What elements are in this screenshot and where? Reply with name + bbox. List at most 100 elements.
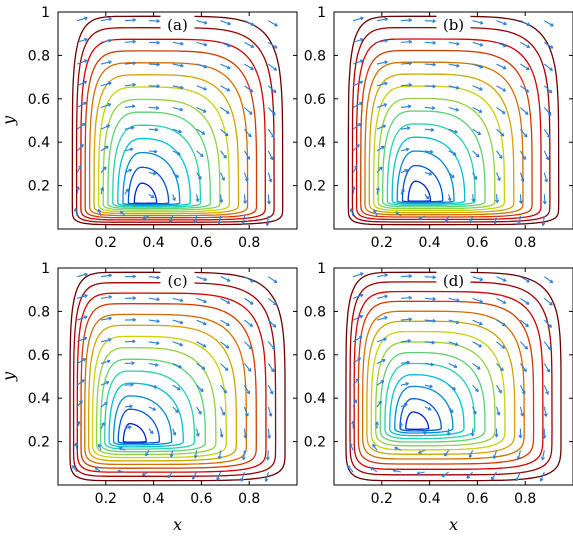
velocity-arrow <box>400 275 412 278</box>
velocity-arrow <box>472 20 484 24</box>
velocity-arrow <box>515 471 521 482</box>
velocity-arrowhead <box>492 455 497 459</box>
velocity-arrowhead <box>100 187 105 191</box>
velocity-arrow <box>544 276 554 284</box>
velocity-arrow <box>496 20 507 25</box>
velocity-arrow <box>76 165 82 173</box>
velocity-arrowhead <box>241 221 246 226</box>
velocity-arrow <box>520 41 530 48</box>
velocity-arrowhead <box>418 450 422 454</box>
velocity-arrowhead <box>131 104 136 109</box>
velocity-arrowhead <box>517 221 522 226</box>
velocity-arrowhead <box>108 295 112 299</box>
velocity-arrowhead <box>108 81 112 86</box>
velocity-arrowhead <box>203 86 207 91</box>
velocity-arrowhead <box>156 275 160 280</box>
velocity-arrow <box>220 128 229 137</box>
velocity-arrow <box>219 428 223 438</box>
velocity-arrow <box>424 341 435 344</box>
velocity-arrowhead <box>432 40 436 45</box>
velocity-arrowhead <box>118 446 123 451</box>
velocity-arrow <box>424 106 435 109</box>
velocity-arrow <box>400 19 412 22</box>
velocity-arrow <box>220 172 225 181</box>
velocity-arrow <box>148 406 156 411</box>
velocity-arrowhead <box>523 133 528 138</box>
velocity-arrowhead <box>108 38 112 43</box>
x-tick-label: 0.4 <box>418 235 440 251</box>
velocity-arrow <box>76 400 83 408</box>
y-axis-label: y <box>0 115 18 126</box>
velocity-arrowhead <box>416 471 421 476</box>
velocity-arrow <box>519 194 522 204</box>
velocity-arrow <box>376 39 388 43</box>
velocity-arrowhead <box>175 409 179 413</box>
velocity-arrow <box>218 450 222 460</box>
velocity-arrowhead <box>478 109 483 113</box>
velocity-arrow <box>496 172 501 181</box>
velocity-arrow <box>376 274 388 278</box>
velocity-arrowhead <box>198 410 202 415</box>
velocity-arrow <box>472 297 483 303</box>
velocity-arrowhead <box>249 301 254 305</box>
streamline-contour <box>93 74 240 215</box>
velocity-arrowhead <box>372 444 376 448</box>
velocity-arrowhead <box>201 131 206 135</box>
streamline-contour <box>127 166 170 205</box>
streamline-contour <box>108 382 184 448</box>
y-tick-label: 0.2 <box>28 435 50 451</box>
velocity-arrowhead <box>549 67 553 71</box>
velocity-arrowhead <box>432 275 436 280</box>
velocity-arrowhead <box>84 38 88 42</box>
streamline-contour <box>102 98 221 211</box>
velocity-arrow <box>72 465 78 473</box>
velocity-arrowhead <box>359 59 364 64</box>
velocity-arrow <box>472 172 478 180</box>
velocity-arrow <box>376 124 386 130</box>
velocity-arrow <box>543 107 552 116</box>
velocity-arrowhead <box>226 65 231 70</box>
velocity-arrow <box>352 59 364 65</box>
velocity-arrow <box>448 406 454 414</box>
velocity-arrowhead <box>80 144 84 148</box>
velocity-arrowhead <box>516 456 521 460</box>
velocity-arrow <box>376 338 387 343</box>
velocity-arrow <box>376 359 386 364</box>
velocity-arrowhead <box>525 323 529 328</box>
velocity-arrowhead <box>452 151 457 156</box>
velocity-arrow <box>172 341 183 346</box>
velocity-arrow <box>424 362 434 366</box>
streamline-contour <box>386 123 476 207</box>
velocity-arrow <box>400 318 412 321</box>
velocity-arrow <box>472 150 480 158</box>
velocity-arrowhead <box>132 82 136 87</box>
velocity-arrowhead <box>501 345 506 349</box>
streamline-contour <box>370 330 506 451</box>
velocity-arrowhead <box>452 386 456 391</box>
velocity-arrowhead <box>479 42 484 47</box>
velocity-arrowhead <box>107 103 112 107</box>
velocity-arrowhead <box>503 21 507 26</box>
velocity-arrowhead <box>540 456 545 461</box>
velocity-arrow <box>76 421 80 429</box>
x-tick-label: 0.6 <box>466 235 488 251</box>
velocity-arrow <box>148 428 154 434</box>
streamline-contour <box>133 182 158 204</box>
velocity-arrow <box>172 150 181 156</box>
velocity-arrowhead <box>203 299 207 304</box>
velocity-arrow <box>100 18 112 22</box>
velocity-arrowhead <box>375 187 380 191</box>
velocity-arrowhead <box>407 339 411 343</box>
velocity-arrowhead <box>265 222 270 226</box>
velocity-arrow <box>350 208 354 217</box>
velocity-arrowhead <box>203 20 208 25</box>
velocity-arrowhead <box>272 323 277 328</box>
velocity-arrow <box>74 208 78 217</box>
velocity-arrow <box>100 317 112 321</box>
velocity-arrowhead <box>375 421 380 425</box>
velocity-arrow <box>196 85 207 91</box>
velocity-arrow <box>100 61 112 65</box>
velocity-arrowhead <box>273 279 278 284</box>
velocity-arrowhead <box>264 478 269 482</box>
velocity-arrow <box>448 150 457 156</box>
